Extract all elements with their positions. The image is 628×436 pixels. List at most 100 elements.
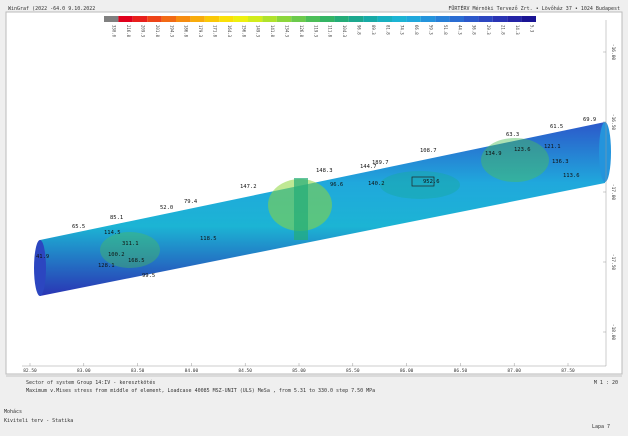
legend-swatch bbox=[104, 16, 118, 22]
legend-label: 171.8 bbox=[213, 25, 218, 38]
legend-label: 186.8 bbox=[184, 25, 189, 38]
legend-swatch bbox=[363, 16, 377, 22]
legend-label: 179.3 bbox=[198, 25, 203, 38]
result-label: 113.6 bbox=[563, 173, 580, 179]
legend-label: 74.3 bbox=[400, 25, 405, 35]
result-label: 168.5 bbox=[128, 258, 145, 264]
tube-end bbox=[599, 122, 611, 182]
legend-label: 141.8 bbox=[270, 25, 275, 38]
legend-swatch bbox=[320, 16, 334, 22]
legend-label: 66.8 bbox=[414, 25, 419, 35]
legend-label: 201.8 bbox=[155, 25, 160, 38]
x-tick-label: 87.00 bbox=[507, 368, 521, 374]
legend-swatch bbox=[118, 16, 132, 22]
legend-label: 194.3 bbox=[169, 25, 174, 38]
y-tick-label: -17.50 bbox=[610, 254, 616, 271]
legend-swatch bbox=[334, 16, 348, 22]
x-tick-label: 87.50 bbox=[561, 368, 575, 374]
x-tick-label: 82.50 bbox=[23, 368, 37, 374]
legend-label: 81.8 bbox=[385, 25, 390, 35]
legend-swatch bbox=[493, 16, 507, 22]
legend-swatch bbox=[277, 16, 291, 22]
legend-label: 126.8 bbox=[299, 25, 304, 38]
app-title: WinGraf (2022 -64.0 9.10.2022 bbox=[8, 6, 95, 12]
result-label: 134.9 bbox=[485, 151, 502, 157]
x-tick-label: 84.00 bbox=[185, 368, 199, 374]
result-label: 123.6 bbox=[514, 147, 531, 153]
legend-label: 156.8 bbox=[241, 25, 246, 38]
x-tick-label: 86.00 bbox=[400, 368, 414, 374]
y-tick-label: -17.00 bbox=[610, 184, 616, 201]
result-label: 65.5 bbox=[72, 224, 85, 230]
legend-swatch bbox=[378, 16, 392, 22]
legend-label: 51.8 bbox=[443, 25, 448, 35]
scale: M 1 : 20 bbox=[594, 380, 618, 386]
legend-label: 164.3 bbox=[227, 25, 232, 38]
project: Mohács bbox=[4, 408, 22, 415]
legend-swatch bbox=[464, 16, 478, 22]
legend-swatch bbox=[507, 16, 521, 22]
legend-swatch bbox=[248, 16, 262, 22]
legend-label: 21.8 bbox=[501, 25, 506, 35]
phase: Kiviteli terv - Statika bbox=[4, 418, 73, 424]
legend-swatch bbox=[205, 16, 219, 22]
description: Maximum v.Mises stress from middle of el… bbox=[26, 388, 375, 394]
legend-swatch bbox=[450, 16, 464, 22]
y-tick-label: -16.00 bbox=[610, 44, 616, 61]
tube-end bbox=[34, 240, 46, 296]
result-label: 99.5 bbox=[142, 273, 155, 279]
legend-swatch bbox=[219, 16, 233, 22]
legend-swatch bbox=[133, 16, 147, 22]
x-tick-label: 85.00 bbox=[292, 368, 306, 374]
legend-swatch bbox=[306, 16, 320, 22]
result-label: 61.5 bbox=[550, 124, 563, 130]
x-tick-label: 83.00 bbox=[77, 368, 91, 374]
result-label: 118.5 bbox=[200, 236, 217, 242]
result-label: 63.3 bbox=[506, 132, 519, 138]
legend-label: 216.8 bbox=[126, 25, 131, 38]
result-label: 100.2 bbox=[108, 252, 125, 258]
result-label: 85.1 bbox=[110, 215, 123, 221]
company: FÜRTÉRV Mérnöki Tervező Zrt. • Lövőház 3… bbox=[448, 4, 620, 12]
result-label: 79.4 bbox=[184, 199, 198, 205]
x-tick-label: 84.50 bbox=[238, 368, 252, 374]
result-label: 121.1 bbox=[544, 144, 561, 150]
legend-swatch bbox=[421, 16, 435, 22]
legend-label: 14.3 bbox=[515, 25, 520, 35]
page-number: Lapa 7 bbox=[592, 424, 610, 430]
legend-label: 59.3 bbox=[429, 25, 434, 35]
legend-swatch bbox=[147, 16, 161, 22]
legend-label: 96.8 bbox=[357, 25, 362, 35]
screen: WinGraf (2022 -64.0 9.10.2022 FÜRTÉRV Mé… bbox=[0, 0, 628, 432]
legend-label: 134.3 bbox=[285, 25, 290, 38]
legend-label: 111.8 bbox=[328, 25, 333, 38]
legend-label: 119.3 bbox=[313, 25, 318, 38]
legend-swatch bbox=[349, 16, 363, 22]
result-label: 108.7 bbox=[420, 148, 437, 154]
legend-label: 5.3 bbox=[529, 25, 534, 33]
stress-zone bbox=[481, 138, 549, 182]
x-tick-label: 85.50 bbox=[346, 368, 360, 374]
legend-swatch bbox=[262, 16, 276, 22]
legend-label: 89.3 bbox=[371, 25, 376, 35]
legend-label: 149.3 bbox=[256, 25, 261, 38]
legend-swatch bbox=[162, 16, 176, 22]
result-label: 147.2 bbox=[240, 184, 257, 190]
legend-label: 104.3 bbox=[342, 25, 347, 38]
sector: Sector of system Group 14:IV - keresztkö… bbox=[26, 379, 155, 386]
result-label: 136.3 bbox=[552, 159, 569, 165]
legend-swatch bbox=[234, 16, 248, 22]
result-label: 41.9 bbox=[36, 254, 49, 260]
legend-swatch bbox=[406, 16, 420, 22]
y-tick-label: -18.00 bbox=[610, 324, 616, 341]
result-label: 96.6 bbox=[330, 182, 343, 188]
x-tick-label: 83.50 bbox=[131, 368, 145, 374]
legend-label: 44.3 bbox=[457, 25, 462, 35]
x-tick-label: 86.50 bbox=[454, 368, 468, 374]
result-label: 952.6 bbox=[423, 179, 440, 185]
result-label: 148.3 bbox=[316, 168, 333, 174]
y-tick-label: -16.50 bbox=[610, 114, 616, 131]
legend-swatch bbox=[435, 16, 449, 22]
legend-swatch bbox=[291, 16, 305, 22]
legend-label: 36.8 bbox=[472, 25, 477, 35]
